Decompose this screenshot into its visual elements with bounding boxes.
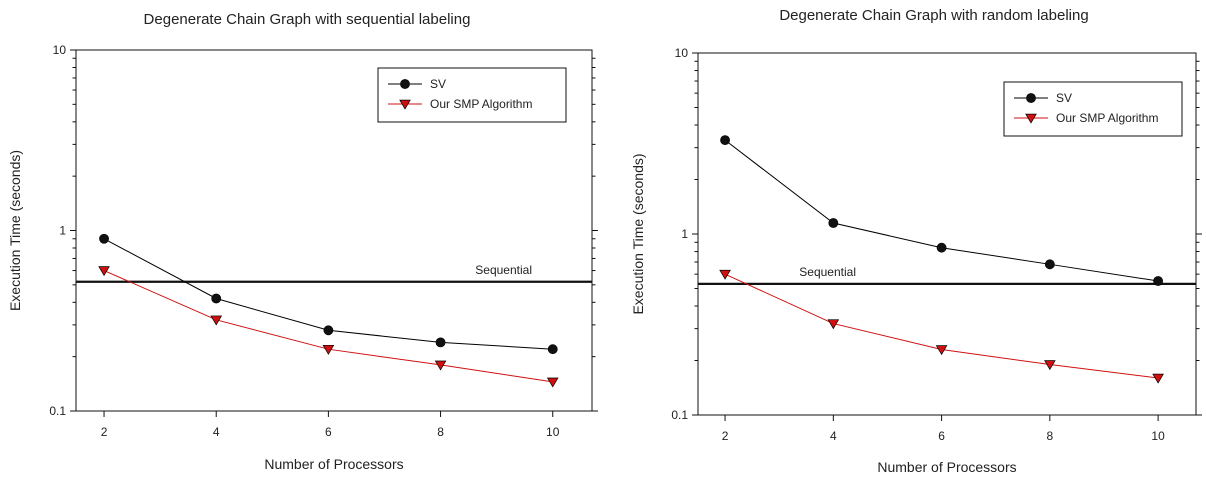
series-line-2 xyxy=(724,273,1159,379)
y-tick-label: 10 xyxy=(675,46,689,60)
y-axis-label: Execution Time (seconds) xyxy=(630,153,646,314)
sequential-label: Sequential xyxy=(475,263,532,277)
sequential-label: Sequential xyxy=(799,265,856,279)
data-point-1 xyxy=(1153,276,1164,286)
legend-label-2: Our SMP Algorithm xyxy=(1056,111,1158,125)
x-tick-label: 10 xyxy=(546,425,560,439)
legend-box xyxy=(377,67,567,123)
data-point-2 xyxy=(546,377,559,388)
data-point-1 xyxy=(1044,259,1055,270)
x-tick-label: 10 xyxy=(1151,429,1165,443)
series-line-1 xyxy=(724,139,1159,282)
data-point-2 xyxy=(98,266,110,277)
y-axis-label: Execution Time (seconds) xyxy=(7,150,23,311)
chart-panel-1: Degenerate Chain Graph with sequential l… xyxy=(7,11,598,472)
data-point-2 xyxy=(719,269,731,280)
data-point-2 xyxy=(322,344,335,355)
data-point-1 xyxy=(828,218,839,228)
data-point-1 xyxy=(99,233,109,244)
data-point-2 xyxy=(210,315,223,326)
legend-label-1: SV xyxy=(430,77,446,91)
y-tick-label: 0.1 xyxy=(671,408,688,422)
data-point-1 xyxy=(435,337,446,348)
legend-marker-2 xyxy=(399,99,411,110)
x-tick-label: 2 xyxy=(722,429,729,443)
x-axis-label: Number of Processors xyxy=(877,459,1016,475)
x-axis-label: Number of Processors xyxy=(264,456,403,472)
legend-marker-1 xyxy=(400,79,410,89)
x-tick-label: 8 xyxy=(1047,429,1054,443)
y-tick-label: 1 xyxy=(59,224,66,238)
y-tick-label: 1 xyxy=(681,227,688,241)
x-tick-label: 4 xyxy=(830,429,837,443)
data-point-2 xyxy=(434,360,447,371)
data-point-2 xyxy=(827,319,840,330)
data-point-1 xyxy=(323,325,334,336)
x-tick-label: 4 xyxy=(213,425,220,439)
chart-panel-2: Degenerate Chain Graph with random label… xyxy=(630,7,1202,475)
chart-title: Degenerate Chain Graph with sequential l… xyxy=(144,11,471,28)
legend-label-1: SV xyxy=(1056,91,1072,105)
x-tick-label: 2 xyxy=(101,425,108,439)
legend-label-2: Our SMP Algorithm xyxy=(430,97,532,111)
data-point-2 xyxy=(1152,373,1164,384)
legend-marker-1 xyxy=(1026,93,1036,103)
data-point-1 xyxy=(936,242,947,253)
data-point-1 xyxy=(211,293,222,304)
legend-marker-2 xyxy=(1025,113,1037,124)
x-tick-label: 6 xyxy=(325,425,332,439)
data-point-2 xyxy=(935,345,948,356)
y-tick-label: 0.1 xyxy=(49,404,66,418)
legend-box xyxy=(1003,81,1183,137)
data-point-1 xyxy=(720,135,730,146)
x-tick-label: 8 xyxy=(437,425,444,439)
chart-title: Degenerate Chain Graph with random label… xyxy=(779,7,1088,24)
data-point-2 xyxy=(1044,360,1056,371)
data-point-1 xyxy=(547,344,558,355)
y-tick-label: 10 xyxy=(53,43,67,57)
x-tick-label: 6 xyxy=(938,429,945,443)
